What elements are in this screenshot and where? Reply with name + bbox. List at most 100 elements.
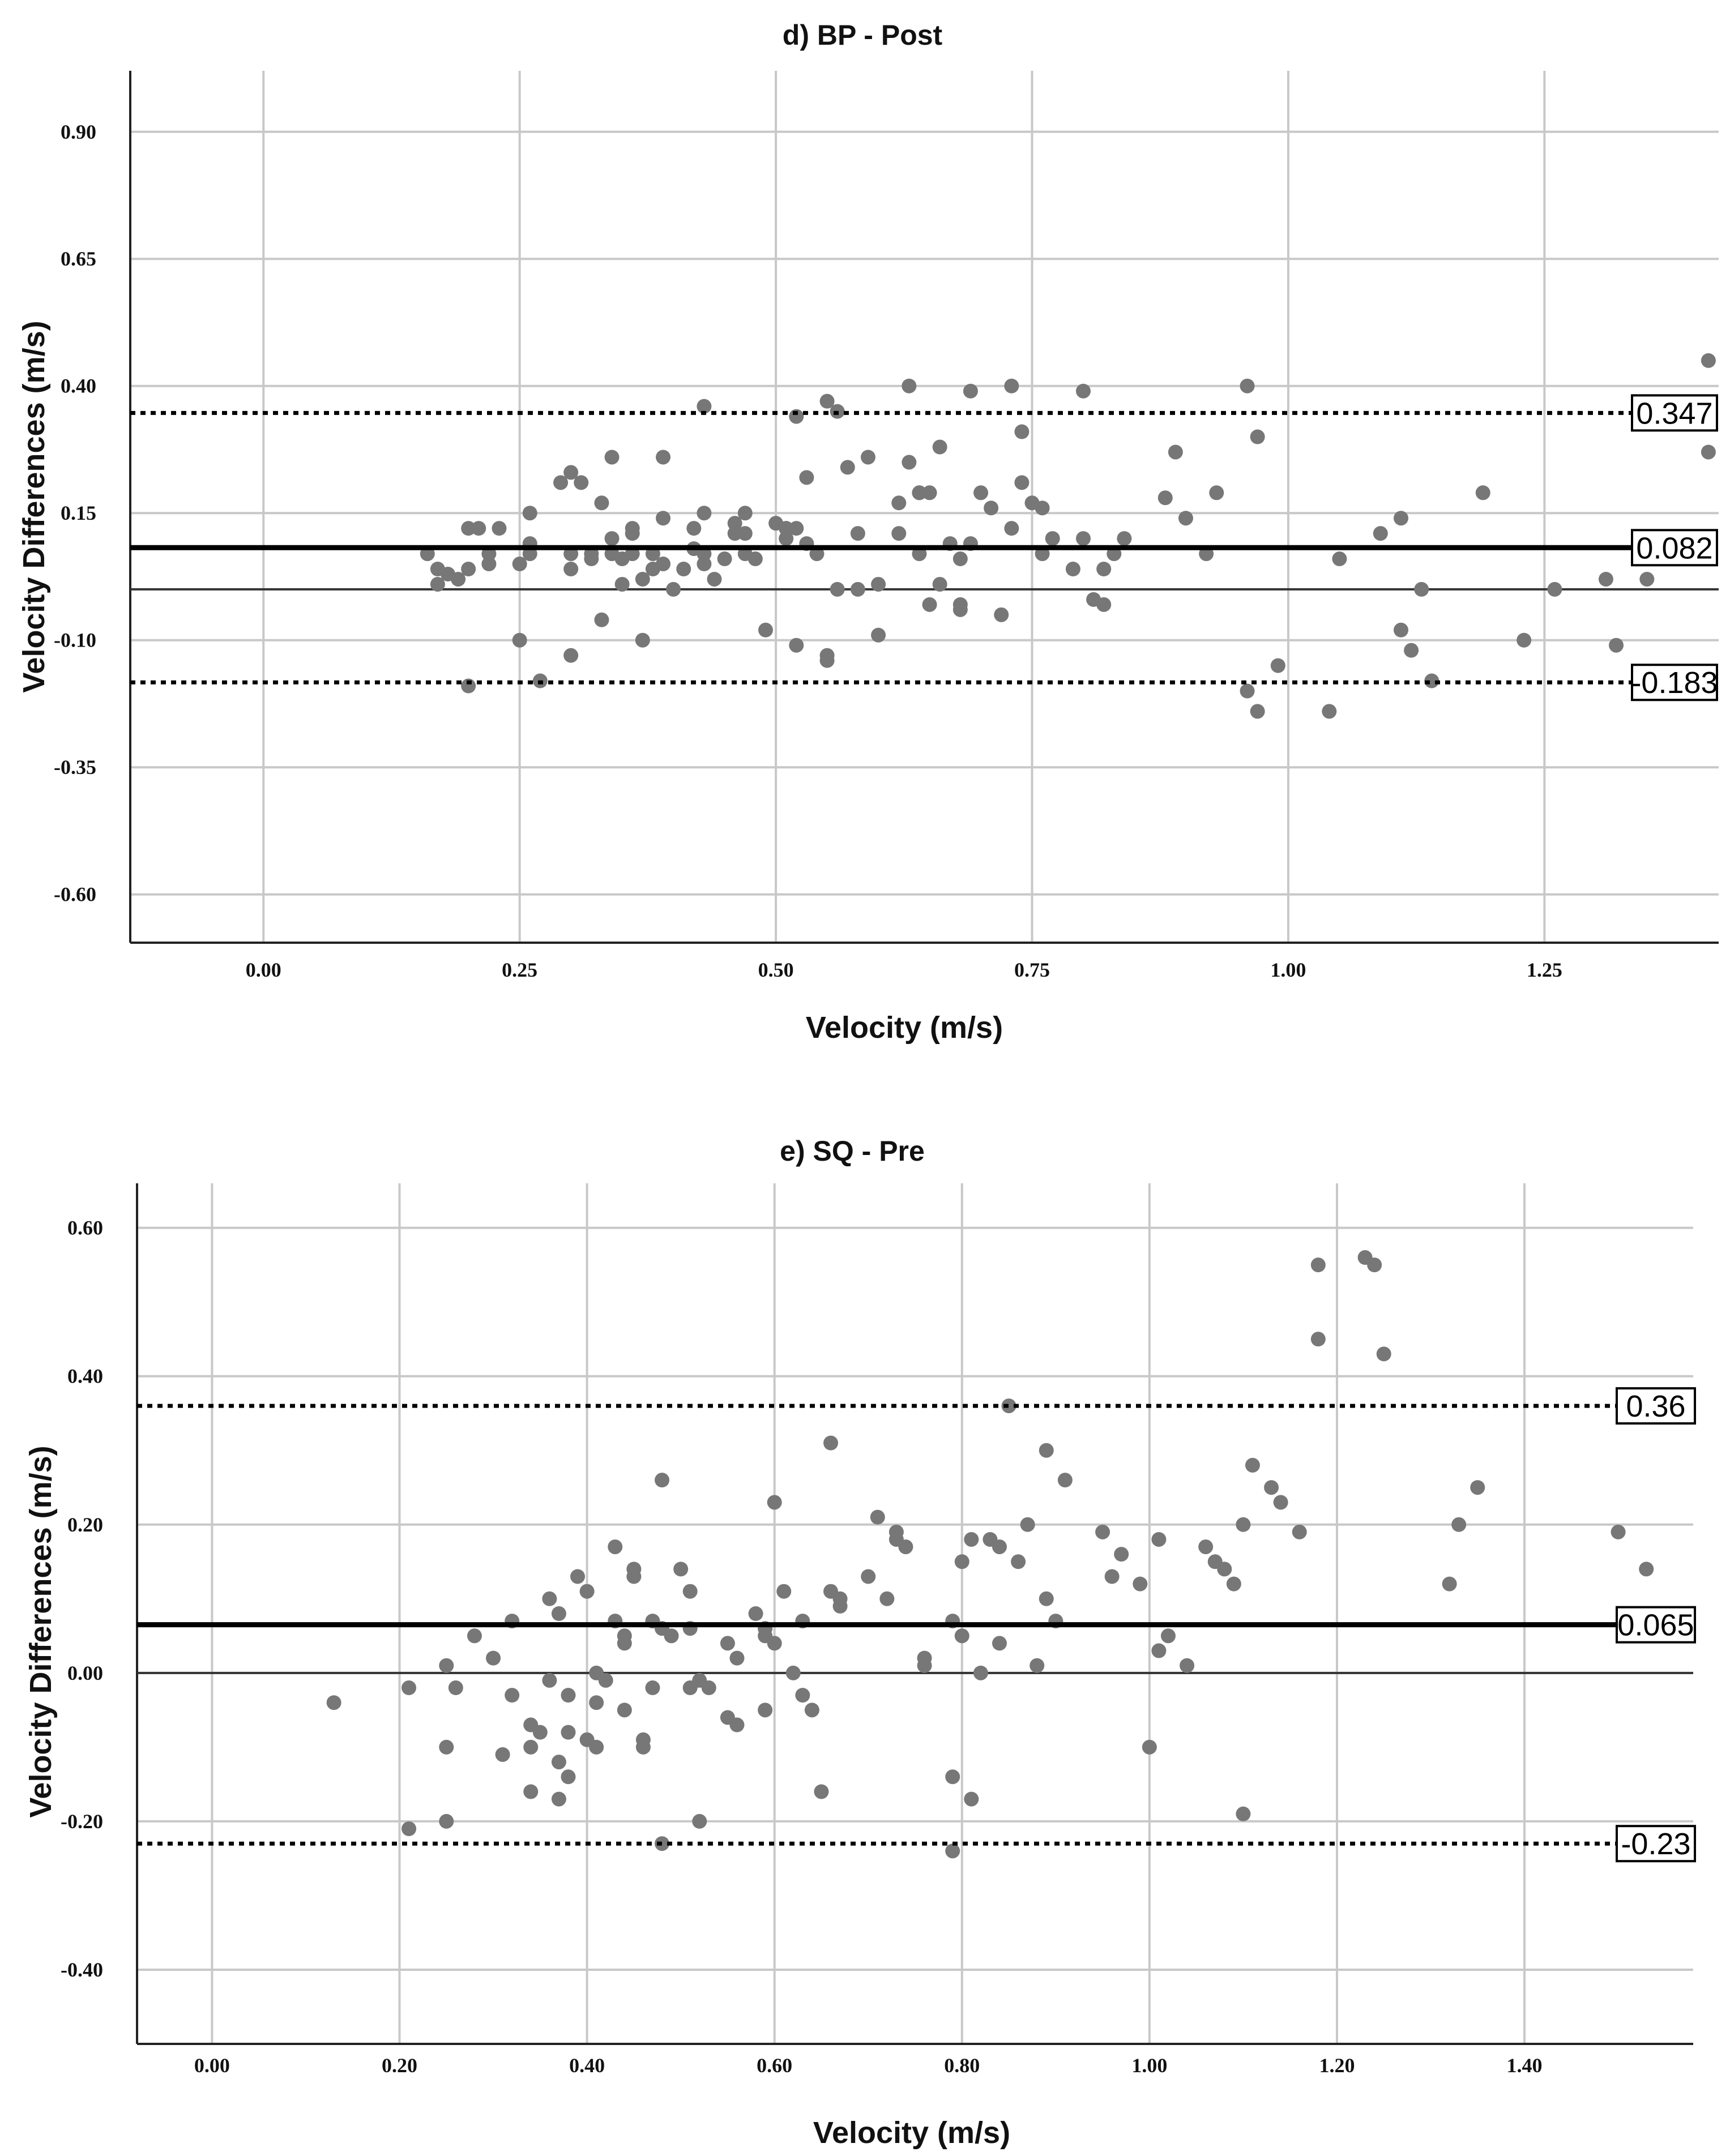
data-point [1264, 1480, 1279, 1495]
data-point [963, 383, 978, 399]
data-point [767, 1636, 782, 1651]
data-point [1451, 1517, 1467, 1532]
data-point [604, 531, 620, 546]
data-point [551, 1755, 566, 1770]
data-point [1270, 658, 1285, 673]
mean-line-label-box [1631, 529, 1718, 567]
data-point [779, 531, 794, 546]
y-tick-label: -0.60 [54, 883, 96, 906]
x-tick-labels: 0.00 0.20 0.40 0.60 0.80 1.00 1.20 1.40 [194, 2054, 1543, 2077]
data-point [789, 638, 804, 653]
data-point [840, 460, 855, 475]
data-point [1639, 1562, 1654, 1577]
data-point [326, 1695, 341, 1710]
data-point [1035, 500, 1050, 516]
x-tick-label: 0.20 [382, 2054, 417, 2077]
limit-of-agreement-line-label: 0.36 [1626, 1389, 1685, 1423]
data-point [1039, 1591, 1054, 1606]
data-point [594, 495, 609, 511]
data-point [1332, 551, 1347, 567]
data-point [717, 551, 732, 567]
data-point [789, 409, 804, 424]
data-point [819, 653, 835, 668]
data-point [1470, 1480, 1485, 1495]
data-point [973, 1665, 988, 1680]
data-point [898, 1539, 913, 1555]
data-point [1160, 1628, 1176, 1644]
data-point [701, 1680, 716, 1696]
data-point [748, 1606, 763, 1621]
y-axis-label: Velocity Differences (m/s) [24, 1445, 58, 1817]
data-point [1394, 511, 1408, 526]
data-point [676, 562, 691, 576]
chart-title: d) BP - Post [783, 19, 943, 51]
data-point [891, 495, 907, 511]
data-point [604, 450, 620, 465]
data-point [589, 1739, 604, 1755]
data-point [617, 1636, 632, 1651]
data-points [326, 1250, 1654, 1859]
data-point [830, 581, 845, 597]
data-point [747, 551, 763, 567]
data-point [1030, 1658, 1045, 1673]
data-point [1014, 424, 1030, 439]
data-point [673, 1562, 689, 1577]
data-point [720, 1636, 735, 1651]
data-point [1442, 1576, 1457, 1592]
data-point [1045, 531, 1060, 546]
x-tick-label: 1.00 [1131, 2054, 1167, 2077]
data-point [461, 562, 476, 576]
x-tick-label: 0.50 [758, 959, 794, 981]
data-point [1424, 673, 1439, 688]
data-point [1245, 1457, 1260, 1473]
data-point [664, 1628, 679, 1644]
limit-of-agreement-line-label: -0.23 [1621, 1827, 1690, 1861]
y-tick-label: 0.40 [61, 375, 96, 397]
data-point [579, 1584, 595, 1599]
data-point [1157, 490, 1173, 506]
data-point [1701, 353, 1716, 368]
data-point [1273, 1495, 1288, 1510]
y-tick-label: 0.00 [67, 1662, 103, 1684]
data-point [729, 1650, 745, 1666]
data-point [625, 526, 640, 541]
data-point [495, 1747, 510, 1762]
data-point [697, 399, 712, 414]
data-point [522, 506, 537, 521]
data-point [686, 521, 702, 536]
data-point [505, 1688, 520, 1703]
data-point [542, 1591, 557, 1606]
data-point [1611, 1524, 1626, 1539]
data-point [1517, 632, 1532, 648]
data-point [902, 455, 917, 470]
data-point [932, 576, 947, 592]
data-point [448, 1680, 463, 1696]
data-point [964, 1532, 979, 1547]
data-point [1117, 531, 1132, 546]
data-point [1114, 1547, 1129, 1562]
data-point [561, 1725, 576, 1740]
data-point [795, 1688, 810, 1703]
data-point [656, 511, 671, 526]
x-tick-label: 0.60 [757, 2054, 792, 2077]
mean-line-label-box [1616, 1606, 1696, 1644]
data-point [608, 1539, 623, 1555]
y-tick-label: -0.40 [61, 1958, 103, 1981]
data-point [1367, 1257, 1382, 1273]
data-point [814, 1784, 829, 1799]
x-tick-label: 0.25 [502, 959, 537, 981]
data-point [1598, 571, 1613, 587]
data-point [1178, 511, 1193, 526]
chart-title: e) SQ - Pre [780, 1135, 925, 1167]
data-point [553, 475, 569, 490]
data-point [823, 1435, 839, 1451]
data-point [523, 1739, 539, 1755]
data-point [952, 551, 968, 567]
data-point [1292, 1524, 1307, 1539]
data-point [551, 1791, 566, 1807]
data-point [1076, 383, 1091, 399]
data-point [785, 1665, 801, 1680]
data-point [1004, 378, 1019, 393]
data-point [682, 1584, 698, 1599]
data-point [645, 1680, 660, 1696]
